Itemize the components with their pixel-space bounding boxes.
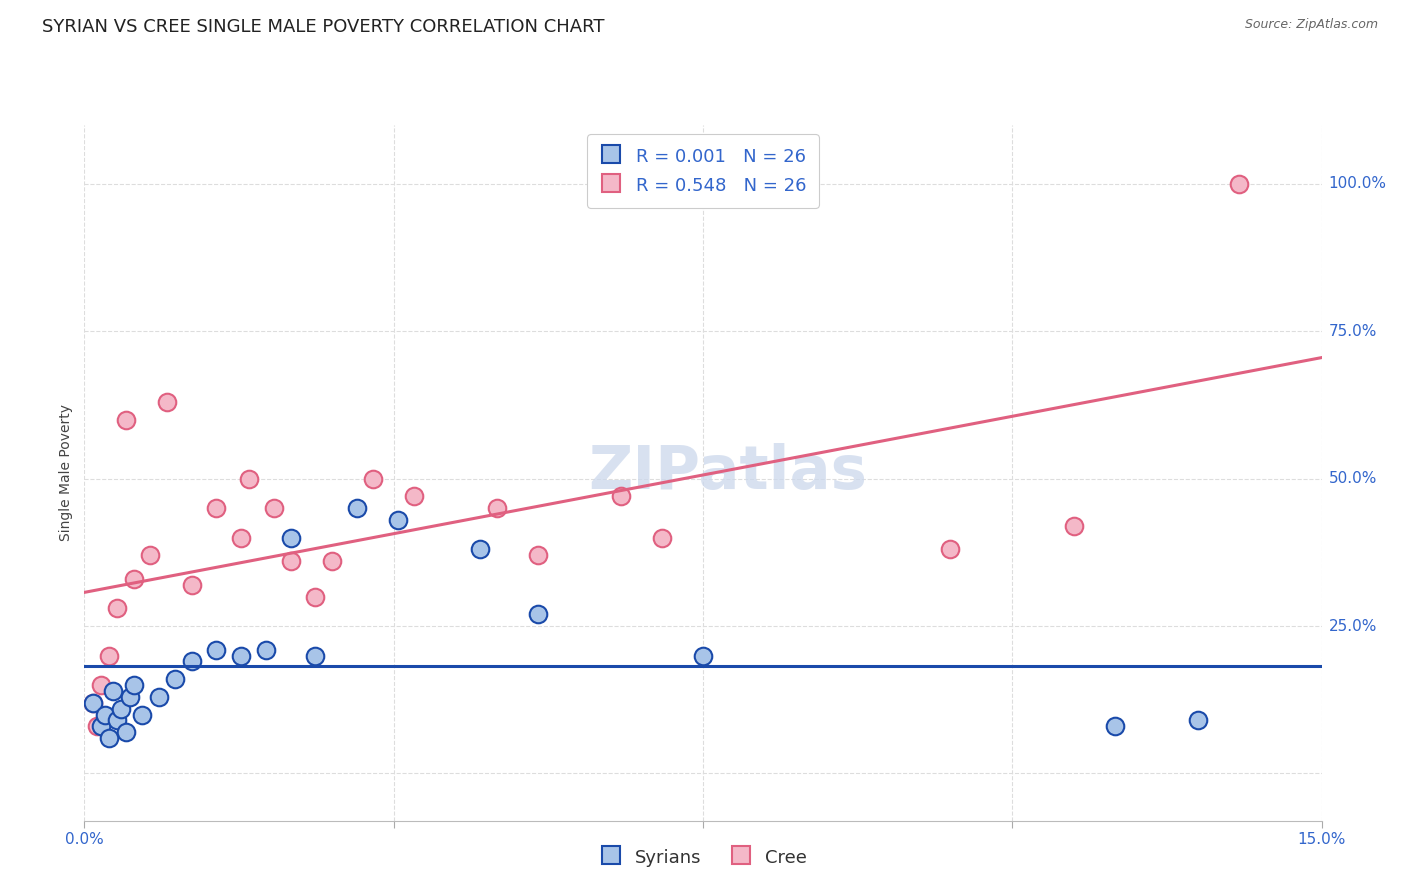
Text: Source: ZipAtlas.com: Source: ZipAtlas.com bbox=[1244, 18, 1378, 31]
Text: 100.0%: 100.0% bbox=[1329, 177, 1386, 192]
Point bbox=[238, 472, 260, 486]
Point bbox=[280, 554, 302, 568]
Point bbox=[404, 489, 426, 503]
Point bbox=[939, 542, 962, 557]
Text: ZIPatlas: ZIPatlas bbox=[588, 443, 868, 502]
Point bbox=[180, 578, 202, 592]
Point bbox=[110, 701, 132, 715]
Point bbox=[114, 413, 136, 427]
Point bbox=[139, 549, 162, 563]
Point bbox=[122, 572, 145, 586]
Point bbox=[90, 678, 112, 692]
Point bbox=[103, 684, 125, 698]
Point bbox=[361, 472, 384, 486]
Legend: Syrians, Cree: Syrians, Cree bbox=[592, 840, 814, 874]
Point bbox=[156, 395, 179, 409]
Point bbox=[82, 696, 104, 710]
Point bbox=[280, 531, 302, 545]
Point bbox=[527, 549, 550, 563]
Point bbox=[98, 648, 121, 663]
Text: SYRIAN VS CREE SINGLE MALE POVERTY CORRELATION CHART: SYRIAN VS CREE SINGLE MALE POVERTY CORRE… bbox=[42, 18, 605, 36]
Point bbox=[90, 719, 112, 733]
Point bbox=[114, 725, 136, 739]
Point bbox=[86, 719, 108, 733]
Y-axis label: Single Male Poverty: Single Male Poverty bbox=[59, 404, 73, 541]
Point bbox=[131, 707, 153, 722]
Point bbox=[94, 707, 117, 722]
Point bbox=[148, 690, 170, 704]
Point bbox=[82, 696, 104, 710]
Point bbox=[346, 501, 368, 516]
Point bbox=[1063, 518, 1085, 533]
Point bbox=[387, 513, 409, 527]
Point bbox=[254, 642, 277, 657]
Text: 75.0%: 75.0% bbox=[1329, 324, 1376, 339]
Point bbox=[1104, 719, 1126, 733]
Point bbox=[105, 714, 128, 728]
Point bbox=[205, 501, 228, 516]
Point bbox=[651, 531, 673, 545]
Point bbox=[485, 501, 508, 516]
Point bbox=[263, 501, 285, 516]
Point bbox=[205, 642, 228, 657]
Point bbox=[229, 531, 252, 545]
Point bbox=[165, 672, 187, 686]
Point bbox=[1187, 714, 1209, 728]
Point bbox=[692, 648, 714, 663]
Point bbox=[321, 554, 343, 568]
Point bbox=[527, 607, 550, 622]
Text: 50.0%: 50.0% bbox=[1329, 471, 1376, 486]
Point bbox=[118, 690, 141, 704]
Text: 25.0%: 25.0% bbox=[1329, 618, 1376, 633]
Point bbox=[1227, 177, 1250, 191]
Point bbox=[105, 601, 128, 615]
Point bbox=[609, 489, 631, 503]
Point bbox=[122, 678, 145, 692]
Point bbox=[304, 590, 326, 604]
Point bbox=[470, 542, 492, 557]
Point bbox=[180, 655, 202, 669]
Point bbox=[229, 648, 252, 663]
Point bbox=[98, 731, 121, 745]
Point bbox=[304, 648, 326, 663]
